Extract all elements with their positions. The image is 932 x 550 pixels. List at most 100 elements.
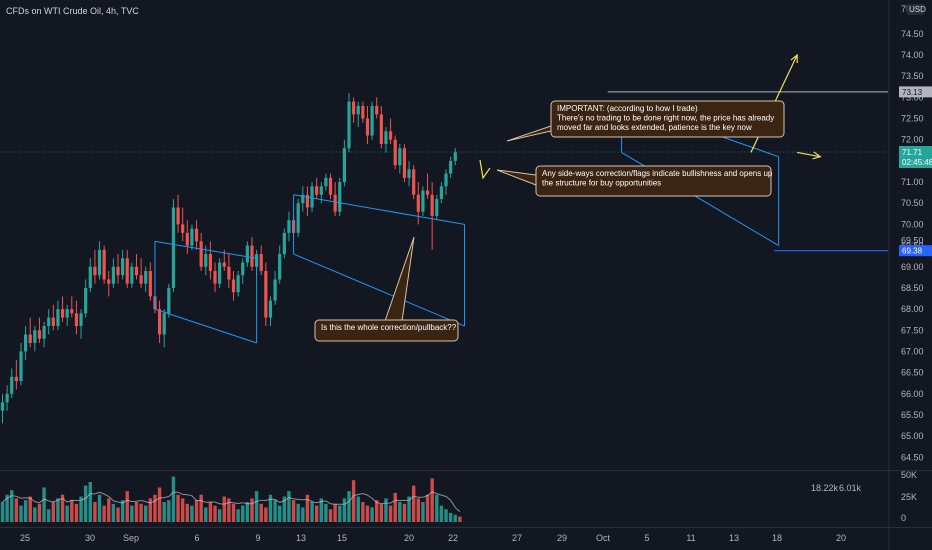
note-important[interactable]: IMPORTANT: (according to how I trade)The… [506,100,785,142]
candle-body[interactable] [0,402,5,411]
channel-line[interactable] [293,194,465,225]
candle-body[interactable] [319,186,323,195]
candle-body[interactable] [273,279,277,301]
candle-body[interactable] [333,194,337,212]
candle-body[interactable] [218,262,222,284]
candle-body[interactable] [227,266,231,280]
candle-body[interactable] [37,330,42,339]
candle-body[interactable] [116,266,120,276]
candle-body[interactable] [162,313,166,335]
candle-body[interactable] [28,334,32,343]
candle-body[interactable] [181,224,185,233]
candle-body[interactable] [430,194,434,216]
candle-body[interactable] [10,376,14,394]
candle-body[interactable] [5,393,9,403]
candle-body[interactable] [287,220,291,233]
candle-body[interactable] [250,245,254,267]
candle-body[interactable] [259,254,263,271]
candle-body[interactable] [194,228,199,242]
channel-line[interactable] [293,253,465,327]
candle-body[interactable] [176,207,180,225]
candle-body[interactable] [370,105,374,136]
candle-body[interactable] [79,313,83,327]
candle-body[interactable] [14,376,18,382]
arrow-line[interactable] [797,151,821,158]
candle-body[interactable] [111,266,115,284]
candle-body[interactable] [171,207,176,288]
candle-body[interactable] [199,241,203,267]
candle-body[interactable] [47,317,51,327]
candle-body[interactable] [60,309,65,318]
candle-body[interactable] [125,258,129,284]
candle-body[interactable] [356,105,360,115]
candle-body[interactable] [51,317,55,327]
candle-body[interactable] [342,148,346,183]
candle-body[interactable] [407,169,411,178]
channel-line[interactable] [154,240,257,259]
candle-body[interactable] [453,152,457,161]
candle-body[interactable] [301,194,305,204]
candle-body[interactable] [365,118,370,136]
candle-body[interactable] [421,190,425,212]
candle-body[interactable] [74,313,79,327]
candle-body[interactable] [384,131,388,144]
note-flags[interactable]: Any side-ways correction/flags indicate … [496,165,773,197]
candle-body[interactable] [121,258,125,276]
candle-body[interactable] [148,270,152,297]
candle-body[interactable] [310,186,314,208]
candle-body[interactable] [264,270,268,318]
candle-body[interactable] [107,279,111,284]
candle-body[interactable] [416,194,420,212]
candle-body[interactable] [402,148,407,178]
candle-body[interactable] [70,309,74,314]
candle-body[interactable] [93,266,97,276]
candle-body[interactable] [84,287,88,314]
candle-body[interactable] [425,190,430,195]
candle-body[interactable] [393,139,397,166]
candle-body[interactable] [185,232,189,246]
candle-body[interactable] [375,105,379,115]
candle-body[interactable] [439,186,443,200]
candle-body[interactable] [347,101,351,149]
candle-body[interactable] [338,182,342,212]
candle-body[interactable] [352,101,356,115]
candle-body[interactable] [245,245,249,263]
candle-body[interactable] [379,114,383,144]
candle-body[interactable] [102,249,106,280]
candle-body[interactable] [56,309,60,327]
candle-body[interactable] [435,199,439,216]
candle-body[interactable] [167,287,171,314]
candle-body[interactable] [88,266,92,288]
candle-body[interactable] [208,254,212,271]
candle-body[interactable] [130,266,134,284]
candle-body[interactable] [157,309,162,335]
candle-body[interactable] [97,249,102,276]
candle-body[interactable] [204,254,208,267]
candle-body[interactable] [449,160,453,174]
candle-body[interactable] [305,194,310,208]
candle-body[interactable] [398,148,402,166]
candle-body[interactable] [19,351,23,382]
candle-body[interactable] [134,266,139,276]
candle-body[interactable] [324,177,328,187]
note-correction[interactable]: Is this the whole correction/pullback?? [314,236,459,342]
channel-line[interactable] [154,308,257,344]
candle-body[interactable] [144,270,148,284]
candle-body[interactable] [412,169,416,195]
candle-body[interactable] [328,177,333,195]
candle-body[interactable] [231,279,236,293]
candle-body[interactable] [241,262,245,276]
candle-body[interactable] [42,326,46,339]
candle-body[interactable] [222,262,226,267]
candle-body[interactable] [388,131,393,140]
candle-body[interactable] [65,309,69,318]
candle-body[interactable] [268,300,273,318]
candle-body[interactable] [278,254,282,280]
candle-body[interactable] [213,270,217,284]
candle-body[interactable] [190,228,194,246]
candle-body[interactable] [361,105,365,119]
candle-body[interactable] [236,275,240,293]
candle-body[interactable] [296,203,300,233]
candle-body[interactable] [315,186,319,195]
